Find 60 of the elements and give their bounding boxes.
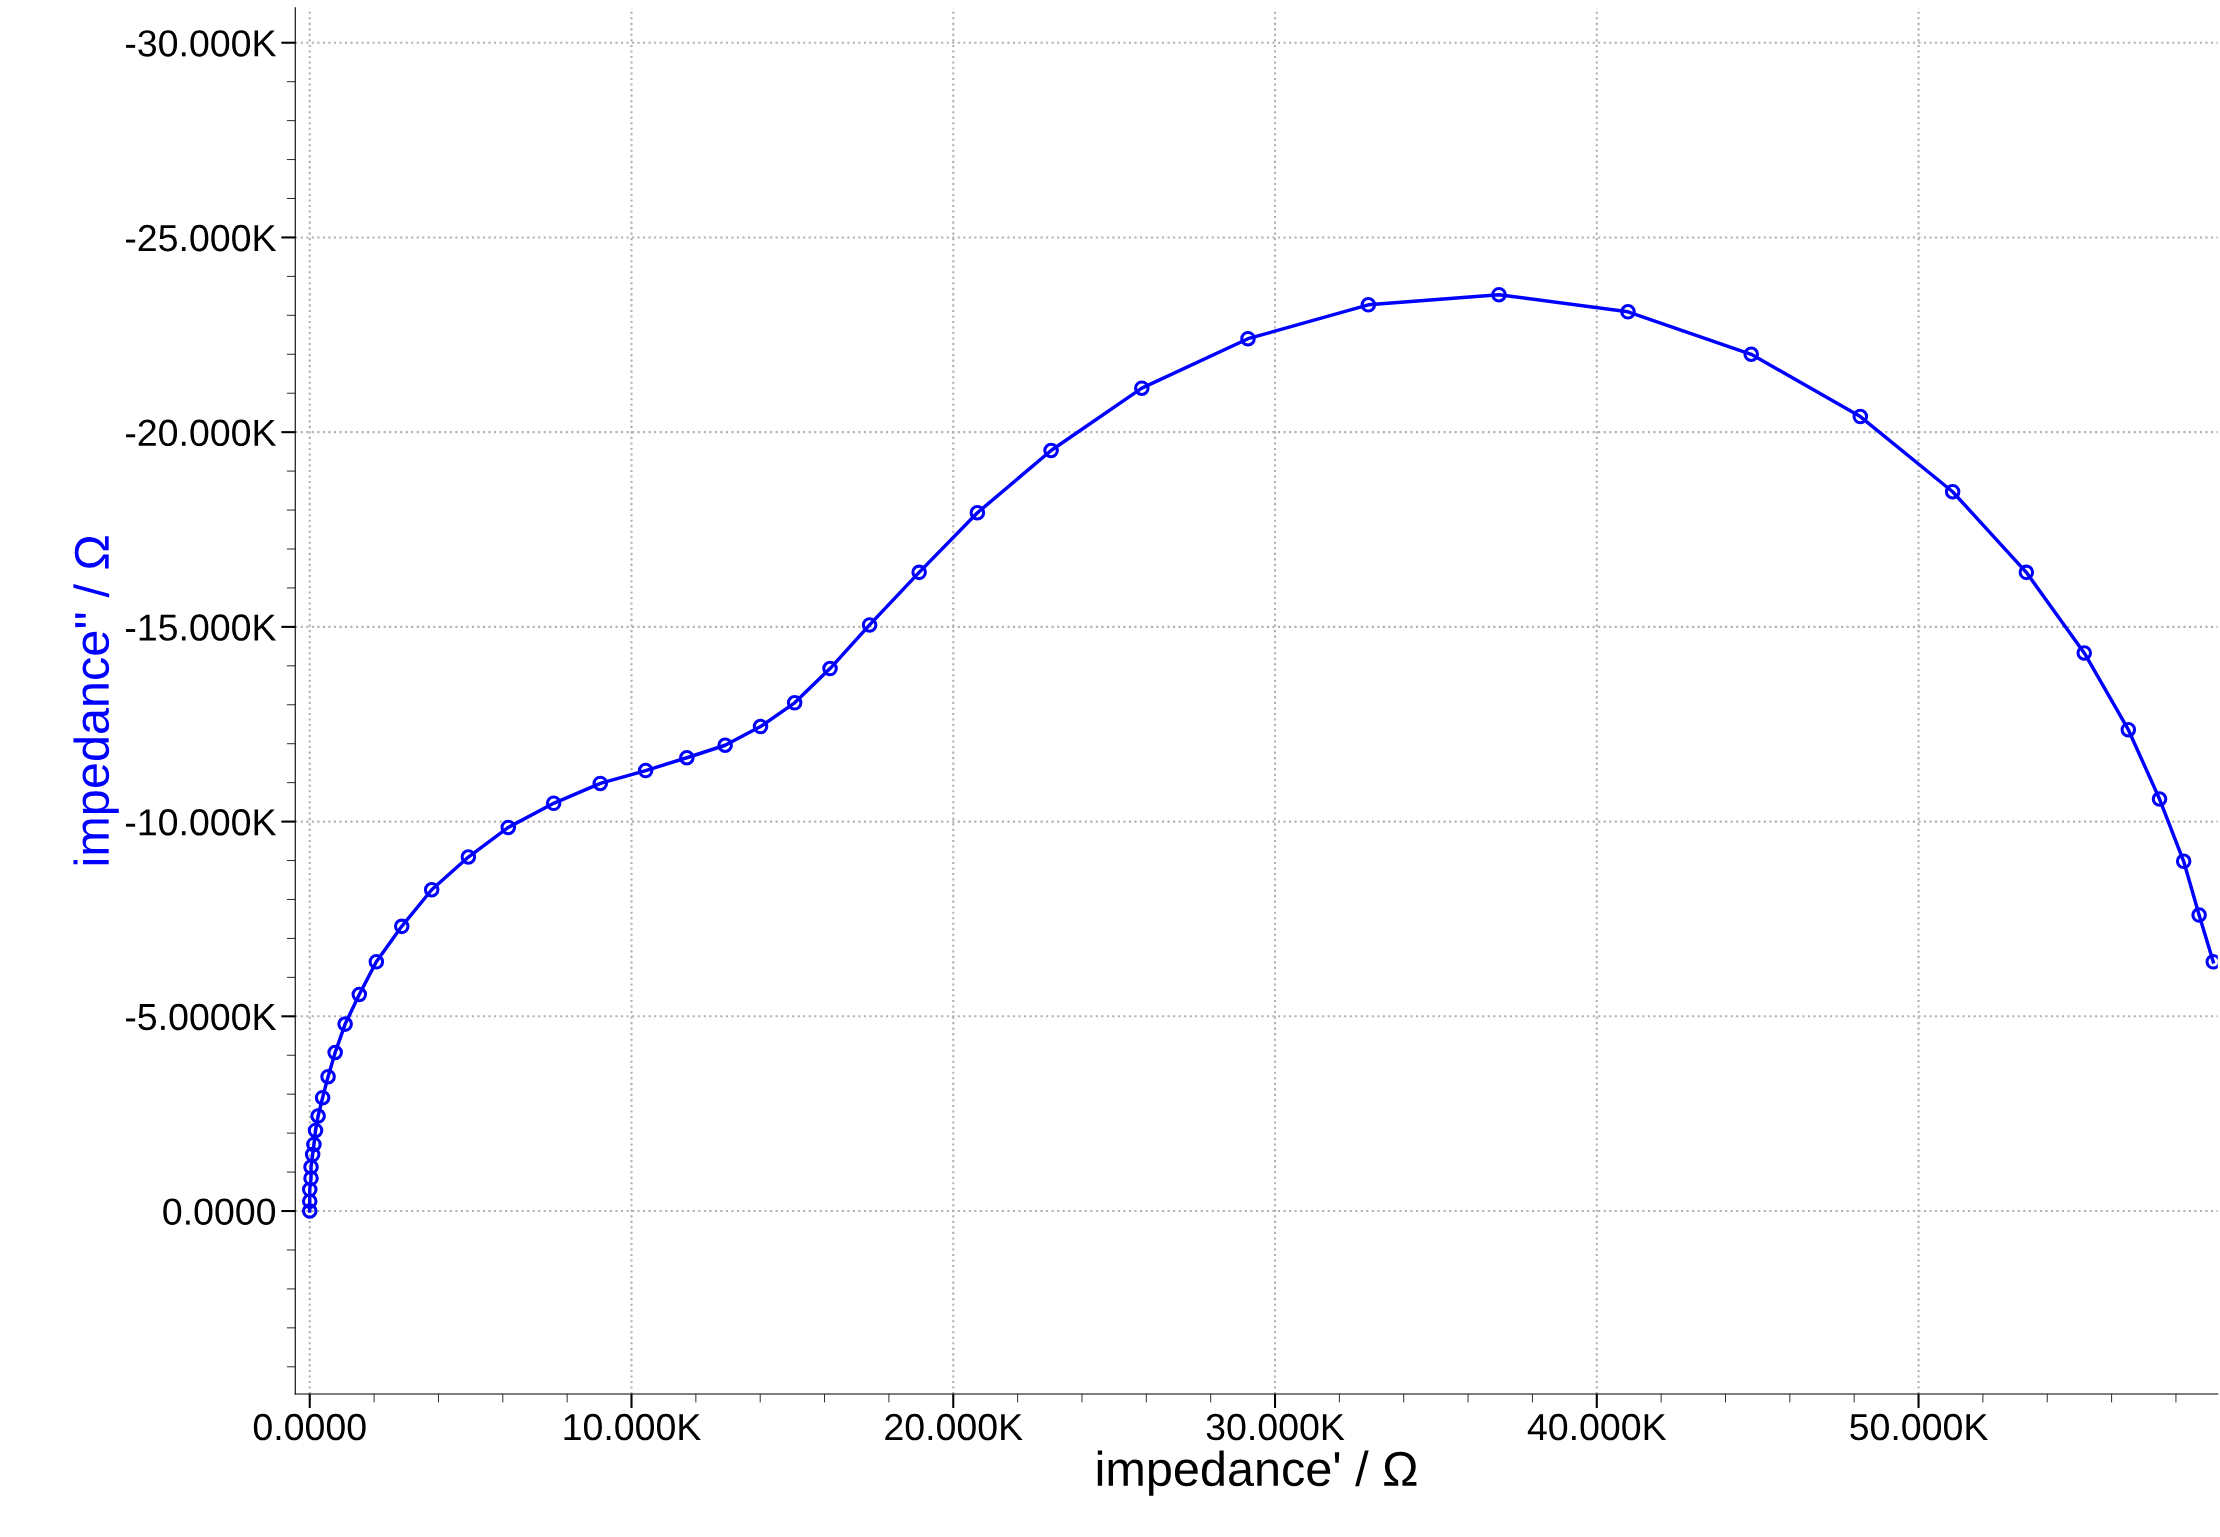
y-tick-label: -15.000K bbox=[125, 614, 277, 641]
point bbox=[500, 819, 517, 836]
point bbox=[1852, 408, 1869, 425]
point bbox=[969, 505, 986, 521]
point bbox=[592, 775, 609, 792]
y-tick-label: -5.0000K bbox=[125, 1003, 277, 1031]
point bbox=[423, 881, 440, 898]
point bbox=[1620, 304, 1636, 320]
point bbox=[2191, 907, 2207, 923]
x-tick-label: 20.000K bbox=[885, 1413, 1023, 1441]
x-tick-label: 10.000K bbox=[564, 1413, 701, 1441]
point bbox=[327, 1044, 343, 1061]
point bbox=[1240, 330, 1256, 347]
point bbox=[314, 1089, 331, 1106]
point bbox=[301, 1181, 318, 1198]
point bbox=[351, 986, 368, 1003]
point bbox=[320, 1068, 336, 1085]
point bbox=[679, 749, 695, 766]
point bbox=[2120, 721, 2137, 738]
point bbox=[1743, 346, 1759, 363]
point bbox=[460, 849, 477, 865]
point bbox=[307, 1122, 324, 1139]
y-tick-label: -20.000K bbox=[125, 419, 277, 447]
point bbox=[303, 1159, 319, 1175]
y-tick-label: -30.000K bbox=[125, 30, 277, 57]
point bbox=[1360, 297, 1377, 313]
point bbox=[1491, 286, 1507, 303]
point bbox=[1134, 380, 1150, 396]
point bbox=[822, 660, 838, 677]
point bbox=[1944, 483, 1961, 500]
point bbox=[306, 1136, 322, 1153]
point bbox=[368, 954, 385, 970]
x-tick-label: 40.000K bbox=[1527, 1413, 1667, 1441]
x-tick-label: 0.0000 bbox=[253, 1413, 366, 1441]
x-tick-label: 30.000K bbox=[1206, 1413, 1345, 1441]
point bbox=[310, 1108, 326, 1124]
point bbox=[301, 1203, 318, 1219]
y-axis-title: impedance'' / Ω bbox=[73, 536, 119, 865]
point bbox=[2018, 564, 2035, 581]
point bbox=[2151, 791, 2168, 807]
y-tick-label: -25.000K bbox=[125, 224, 277, 252]
point bbox=[301, 1193, 318, 1210]
point bbox=[1043, 442, 1059, 459]
point bbox=[786, 695, 803, 711]
point bbox=[861, 617, 878, 633]
x-tick-label: 50.000K bbox=[1850, 1413, 1988, 1441]
point bbox=[303, 1170, 319, 1187]
point bbox=[337, 1016, 353, 1032]
y-tick-label: 0.0000 bbox=[163, 1198, 276, 1225]
point bbox=[304, 1146, 321, 1163]
point bbox=[545, 795, 562, 812]
point bbox=[911, 564, 927, 581]
point bbox=[393, 918, 410, 935]
point bbox=[752, 718, 769, 735]
point bbox=[2076, 645, 2093, 661]
point bbox=[2175, 853, 2192, 870]
point bbox=[717, 737, 733, 754]
x-axis-title: impedance' / Ω bbox=[1097, 1450, 1417, 1496]
y-tick-label: -10.000K bbox=[125, 809, 277, 836]
point bbox=[637, 762, 654, 779]
